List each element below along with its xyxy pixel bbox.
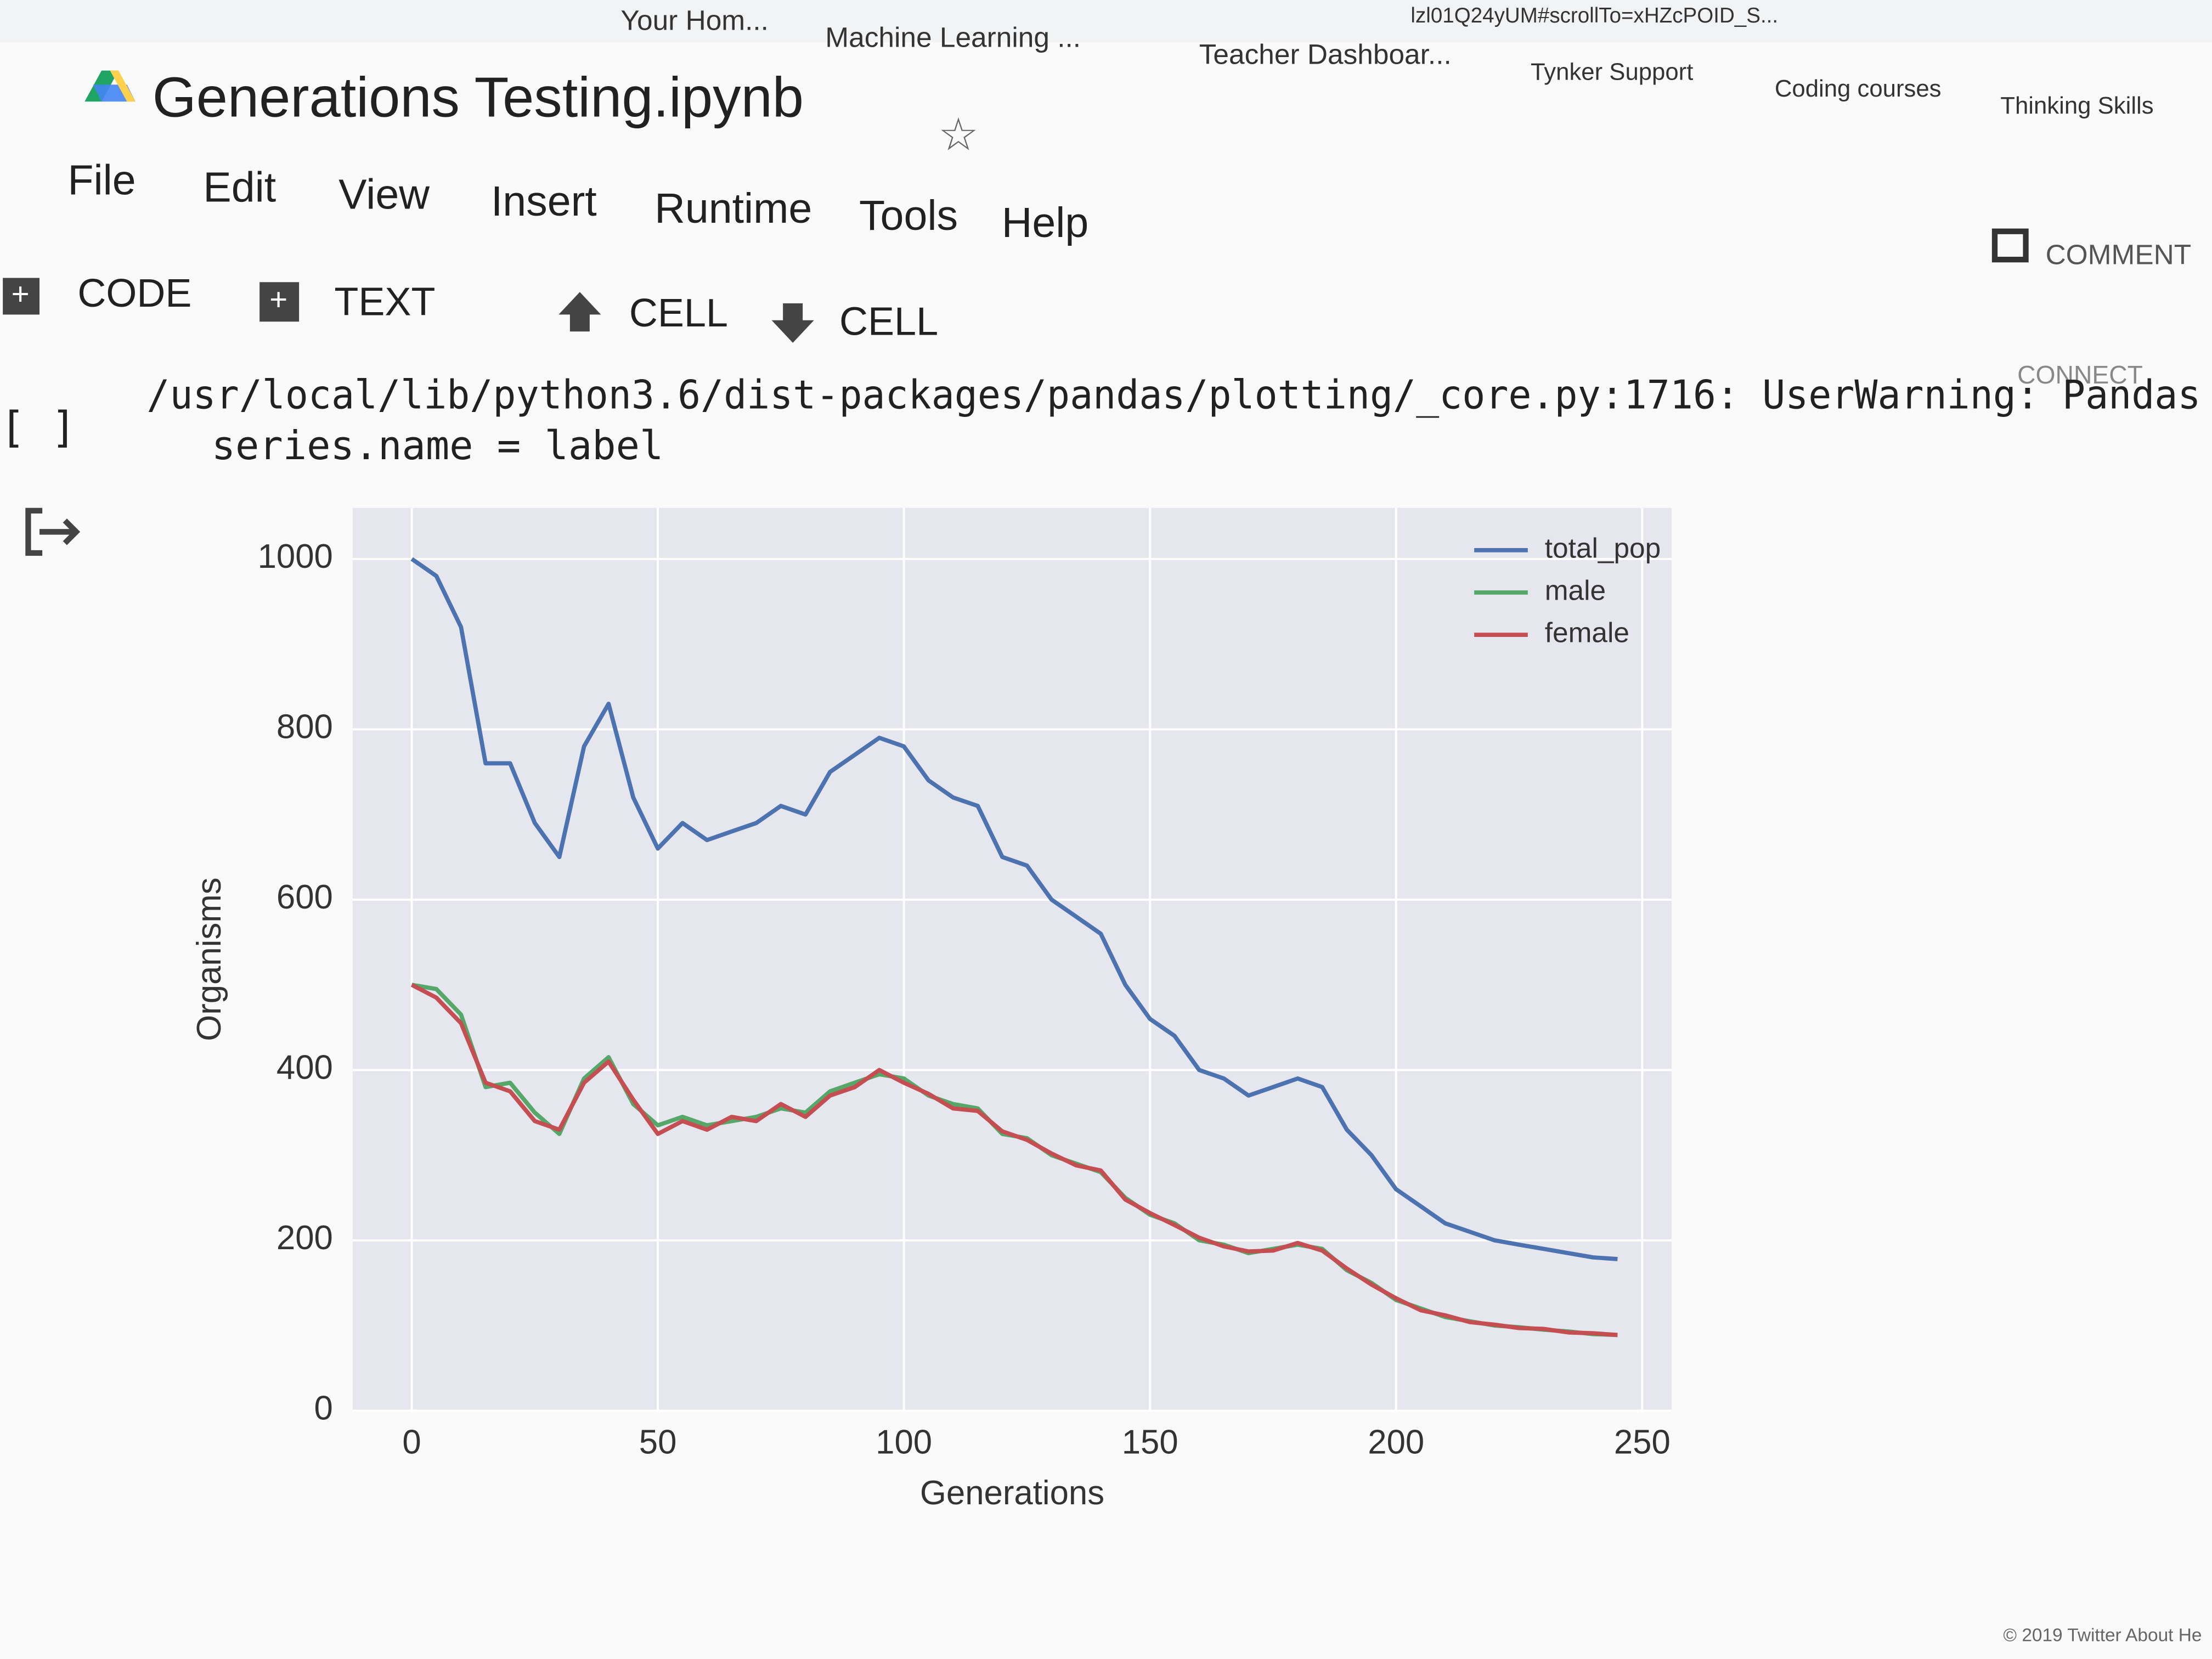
code-line: series.name = label	[212, 422, 664, 469]
y-tick-label: 0	[314, 1390, 333, 1427]
menu-item[interactable]: Insert	[491, 178, 597, 225]
run-marker[interactable]: [ ]	[0, 403, 76, 452]
bookmark[interactable]: Thinking Skills	[2000, 92, 2153, 119]
legend-label: male	[1545, 574, 1606, 606]
comment[interactable]: COMMENT	[2046, 239, 2192, 270]
cell-down[interactable]: CELL	[839, 300, 938, 343]
legend-label: total_pop	[1545, 532, 1661, 563]
cell-up[interactable]: CELL	[629, 291, 728, 335]
plus: +	[269, 282, 287, 317]
output-icon[interactable]	[25, 507, 81, 556]
add-text-icon[interactable]	[259, 282, 300, 322]
bookmark[interactable]: Your Hom...	[620, 4, 769, 36]
down-arrow[interactable]	[771, 303, 814, 343]
x-axis-label: Generations	[920, 1474, 1104, 1512]
menu-item[interactable]: File	[67, 157, 136, 204]
add-code-icon[interactable]	[3, 278, 40, 315]
y-axis-label: Organisms	[190, 877, 228, 1041]
bookmark[interactable]: Tynker Support	[1531, 58, 1693, 85]
browser-bar	[0, 0, 2212, 43]
y-tick-label: 600	[276, 878, 333, 916]
plus: +	[12, 276, 30, 311]
line-series	[410, 557, 1618, 1261]
connect[interactable]: CONNECT	[2017, 360, 2143, 389]
menu-item[interactable]: Help	[1002, 199, 1089, 246]
x-tick-label: 150	[1122, 1423, 1178, 1461]
menu-bar: File Edit View Insert Runtime Tools Help	[67, 157, 1088, 246]
plot-area	[352, 507, 1672, 1411]
bookmarks-bar: Your Hom... Machine Learning ... Teacher D…	[620, 4, 2153, 119]
url: lzl01Q24yUM#scrollTo=xHZcPOID_S...	[1410, 4, 1778, 27]
bookmark[interactable]: Teacher Dashboar...	[1199, 38, 1452, 70]
line-series	[410, 983, 1618, 1338]
add-code[interactable]: CODE	[77, 272, 191, 315]
chart: 0 200 400 600 800 1000 0 50 100 150 200 250 Generati…	[190, 507, 1672, 1512]
y-tick-label: 400	[276, 1049, 333, 1087]
y-tick-label: 200	[276, 1219, 333, 1257]
x-tick-label: 0	[402, 1423, 421, 1461]
up-arrow[interactable]	[558, 292, 601, 332]
y-tick-label: 800	[276, 708, 333, 746]
y-tick-label: 1000	[258, 538, 333, 575]
x-tick-label: 250	[1614, 1423, 1671, 1461]
x-tick-label: 100	[876, 1423, 932, 1461]
bookmark[interactable]: Coding courses	[1775, 75, 1942, 102]
add-text[interactable]: TEXT	[334, 280, 435, 324]
legend-label: female	[1545, 617, 1629, 648]
footer: © 2019 Twitter About He	[2003, 1626, 2202, 1646]
menu-item[interactable]: View	[338, 171, 430, 218]
comment-icon[interactable]	[1991, 228, 2029, 263]
x-tick-label: 200	[1368, 1423, 1424, 1461]
menu-item[interactable]: Runtime	[654, 185, 812, 232]
toolbar: + CODE + TEXT CELL CELL COMMENT CONNECT	[3, 228, 2192, 389]
bookmark[interactable]: Machine Learning ...	[825, 21, 1081, 53]
drive-logo	[84, 70, 136, 102]
star-icon[interactable]: ☆	[938, 110, 979, 160]
notebook-title[interactable]: Generations Testing.ipynb	[153, 65, 804, 128]
warning-text: /usr/local/lib/python3.6/dist-packages/p…	[146, 372, 2200, 418]
menu-item[interactable]: Tools	[859, 192, 958, 239]
menu-item[interactable]: Edit	[203, 164, 276, 211]
x-tick-label: 50	[639, 1423, 677, 1461]
